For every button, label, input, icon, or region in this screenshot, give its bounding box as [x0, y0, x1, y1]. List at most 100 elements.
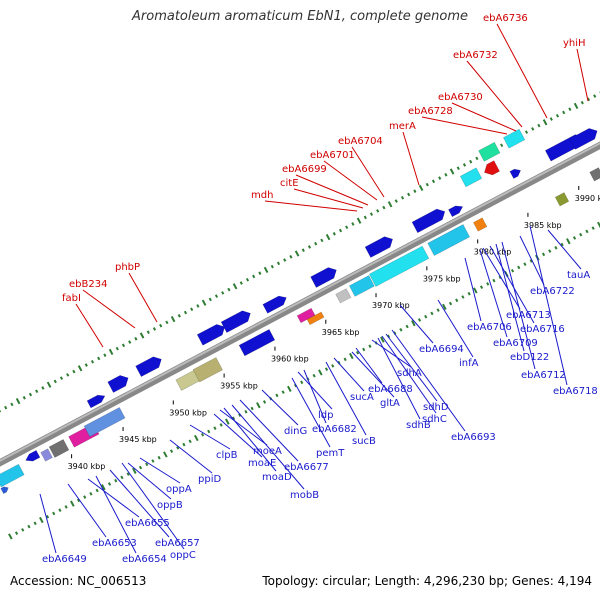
inner-dot [134, 336, 138, 341]
tick-label: 3965 kbp [322, 328, 360, 337]
outer-dot [517, 265, 521, 270]
callout-line [213, 413, 263, 458]
outer-dot [188, 439, 192, 444]
outer-dot [207, 429, 211, 434]
inner-dot [542, 119, 548, 126]
gene-label: oppC [170, 550, 196, 561]
outer-dot [591, 226, 595, 230]
outer-dot [355, 350, 360, 355]
callout-line [496, 23, 548, 119]
outer-dot [597, 221, 600, 228]
outer-dot [120, 475, 124, 480]
inner-dot [407, 192, 411, 197]
outer-dot [52, 511, 56, 516]
outer-dot [343, 357, 347, 362]
callout-line [464, 257, 482, 322]
inner-dot [90, 359, 95, 364]
inner-dot [338, 228, 343, 233]
outer-dot [424, 314, 428, 319]
inner-dot [4, 405, 8, 410]
inner-dot [115, 346, 119, 351]
gene-label: ebA6657 [155, 538, 200, 549]
outer-dot [479, 285, 484, 289]
gene-label: ebA6688 [368, 384, 413, 395]
inner-dot [438, 176, 442, 180]
inner-dot [245, 277, 250, 282]
gene-feature [459, 167, 483, 188]
outer-dot [405, 324, 409, 329]
callout-line [399, 304, 434, 344]
outer-dot [541, 252, 546, 257]
outer-dot [548, 249, 552, 253]
gene-feature [335, 288, 352, 304]
inner-dot [500, 143, 504, 148]
gene-feature [364, 236, 393, 258]
gene-label: ebA6682 [312, 424, 357, 435]
outer-dot [126, 472, 130, 476]
gene-label: dinG [284, 426, 307, 437]
outer-dot [510, 268, 515, 273]
inner-dot [139, 332, 145, 339]
outer-dot [70, 500, 75, 507]
inner-dot [53, 379, 57, 384]
outer-dot [244, 410, 248, 414]
callout-line [223, 407, 277, 472]
gene-feature [478, 141, 501, 162]
callout-line [495, 243, 525, 352]
inner-dot [84, 363, 88, 367]
gene-label: oppA [166, 484, 192, 495]
gene-label: sdhB [406, 420, 431, 431]
gene-label: ebA6699 [282, 164, 327, 175]
tick-label: 3985 kbp [524, 221, 562, 230]
gene-label: moaD [262, 472, 292, 483]
outer-dot [300, 380, 304, 385]
inner-dot [387, 201, 393, 208]
callout-line [355, 347, 383, 384]
outer-dot [238, 413, 242, 417]
callout-line [351, 146, 385, 198]
callout-line [39, 493, 57, 554]
gene-feature [448, 205, 464, 218]
outer-dot [219, 423, 223, 427]
gene-label: ebA6732 [453, 50, 498, 61]
outer-dot [33, 521, 37, 526]
inner-dot [332, 232, 336, 236]
gene-feature [368, 245, 430, 287]
inner-dot [152, 327, 157, 331]
callout-line [381, 335, 437, 414]
inner-dot [289, 254, 293, 259]
inner-dot [469, 159, 473, 164]
outer-dot [337, 360, 341, 365]
gene-label: clpB [216, 450, 238, 461]
inner-dot [108, 348, 114, 356]
outer-dot [566, 238, 571, 245]
gene-feature [135, 356, 162, 378]
callout-line [95, 475, 137, 554]
gene-label: sucB [352, 436, 376, 447]
callout-line [295, 174, 369, 206]
gene-label: ebA6713 [506, 310, 551, 321]
outer-dot [529, 259, 533, 263]
outer-dot [76, 498, 81, 503]
gene-feature [262, 295, 287, 314]
outer-dot [430, 311, 434, 316]
gene-label: ebA6709 [493, 338, 538, 349]
outer-dot [262, 400, 267, 404]
inner-dot [549, 117, 553, 121]
outer-dot [312, 373, 316, 378]
inner-dot [351, 222, 355, 226]
inner-dot [524, 130, 529, 134]
inner-dot [449, 168, 455, 175]
gene-label: sdhA [397, 368, 422, 379]
tick-label: 3955 kbp [220, 382, 258, 391]
inner-dot [307, 245, 312, 249]
outer-dot [101, 484, 106, 491]
inner-dot [22, 396, 26, 400]
callout-line [219, 409, 268, 446]
outer-dot [194, 434, 199, 442]
callout-line [576, 48, 589, 102]
gene-label: ebA6716 [520, 324, 565, 335]
gene-feature [502, 128, 526, 149]
